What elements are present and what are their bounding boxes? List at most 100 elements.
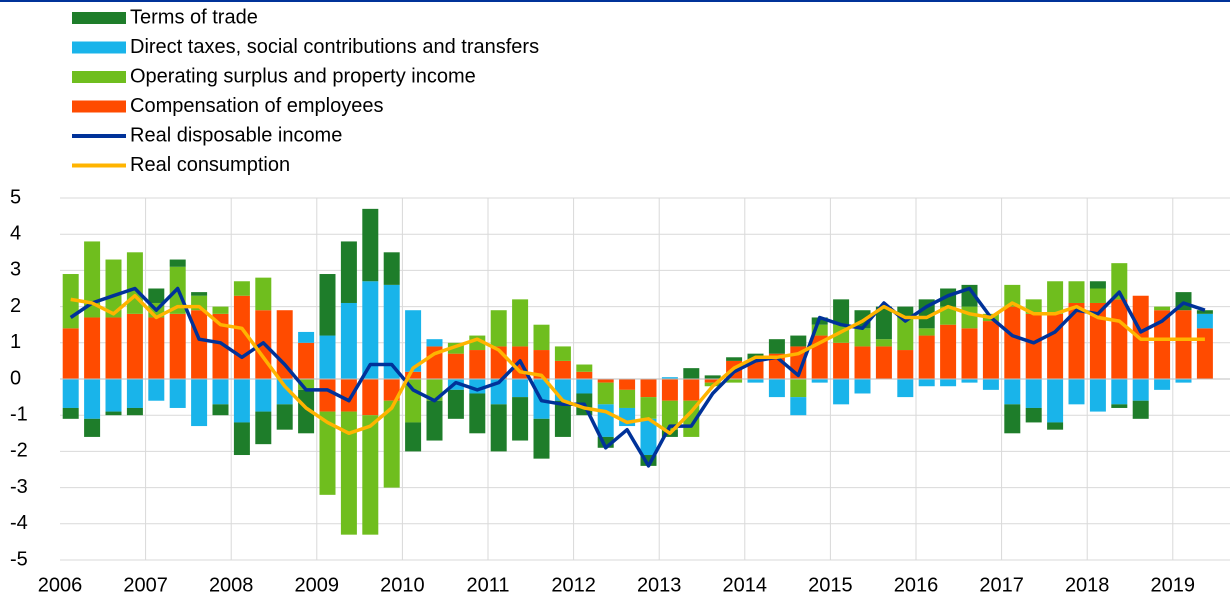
bar <box>640 418 657 456</box>
bar <box>105 411 122 416</box>
x-tick-label: 2016 <box>894 574 939 596</box>
x-tick-label: 2017 <box>979 574 1024 596</box>
y-tick-label: -5 <box>10 548 28 570</box>
bar <box>383 379 400 401</box>
bar <box>597 382 614 405</box>
legend-label: Compensation of employees <box>130 95 383 117</box>
bar <box>276 404 293 430</box>
x-tick-label: 2008 <box>209 574 254 596</box>
bar <box>597 436 614 448</box>
bar <box>405 422 422 452</box>
bar <box>875 306 892 340</box>
bar <box>683 368 700 379</box>
bar <box>961 379 978 383</box>
bar <box>1068 379 1085 405</box>
bar <box>490 310 507 347</box>
bar <box>298 379 315 390</box>
bar <box>1196 313 1213 329</box>
bar <box>640 379 657 398</box>
bar <box>683 400 700 437</box>
bar <box>875 346 892 379</box>
bar <box>1089 302 1106 379</box>
bar <box>533 324 550 351</box>
bar <box>619 379 636 390</box>
bar <box>191 310 208 379</box>
bar <box>1154 306 1171 311</box>
legend-label: Operating surplus and property income <box>130 65 476 87</box>
bar <box>1111 379 1128 405</box>
legend-swatch <box>72 100 126 113</box>
bar <box>1175 379 1192 383</box>
bar <box>747 360 764 379</box>
bar <box>940 306 957 325</box>
bar <box>169 259 186 267</box>
bar <box>1004 379 1021 405</box>
bar <box>362 208 379 282</box>
line <box>69 286 1206 468</box>
bar <box>447 353 464 379</box>
bar <box>726 379 743 383</box>
bar <box>512 299 529 347</box>
y-tick-label: -4 <box>10 512 28 534</box>
bar <box>1025 313 1042 379</box>
bar <box>1047 422 1064 430</box>
top-rule <box>0 0 1230 2</box>
bar <box>918 299 935 329</box>
x-tick-label: 2012 <box>551 574 596 596</box>
bar <box>1132 379 1149 401</box>
bar <box>790 335 807 347</box>
bar <box>704 375 721 379</box>
bar <box>255 411 272 445</box>
bar <box>554 400 571 437</box>
bar <box>233 422 250 456</box>
legend-swatch <box>72 71 126 83</box>
bar <box>255 277 272 311</box>
bar <box>340 411 357 535</box>
bar <box>1089 379 1106 412</box>
bar <box>426 339 443 347</box>
bar <box>1004 404 1021 434</box>
bar <box>833 342 850 379</box>
bar <box>704 379 721 383</box>
bar <box>447 389 464 419</box>
x-tick-label: 2013 <box>637 574 682 596</box>
bar <box>126 252 143 314</box>
y-tick-label: 2 <box>10 295 21 317</box>
y-tick-label: 1 <box>10 331 21 353</box>
bar <box>554 379 571 401</box>
bar <box>105 317 122 379</box>
bar <box>169 379 186 408</box>
bar <box>255 379 272 412</box>
bar <box>554 346 571 361</box>
bar <box>405 310 422 372</box>
y-tick-label: -3 <box>10 476 28 498</box>
line <box>70 293 1205 436</box>
bar <box>1025 407 1042 423</box>
bar <box>661 379 678 401</box>
bar <box>105 379 122 412</box>
y-tick-label: 3 <box>10 259 21 281</box>
legend-label: Real disposable income <box>130 124 342 146</box>
bar <box>340 302 357 379</box>
bar <box>982 379 999 390</box>
bar <box>126 407 143 416</box>
x-tick-label: 2019 <box>1151 574 1196 596</box>
x-tick-label: 2006 <box>38 574 83 596</box>
bar <box>84 379 101 419</box>
bar <box>126 313 143 379</box>
bar <box>940 379 957 387</box>
bar <box>790 397 807 416</box>
x-tick-label: 2011 <box>466 574 509 596</box>
bar <box>62 328 79 379</box>
bar <box>276 379 293 405</box>
bar <box>640 397 657 419</box>
bar <box>169 313 186 379</box>
bar <box>811 379 828 383</box>
bar <box>148 379 165 401</box>
bar <box>768 379 785 398</box>
bar <box>298 389 315 434</box>
bar <box>875 339 892 347</box>
bar <box>1111 263 1128 300</box>
bar <box>233 295 250 379</box>
bar <box>148 317 165 379</box>
